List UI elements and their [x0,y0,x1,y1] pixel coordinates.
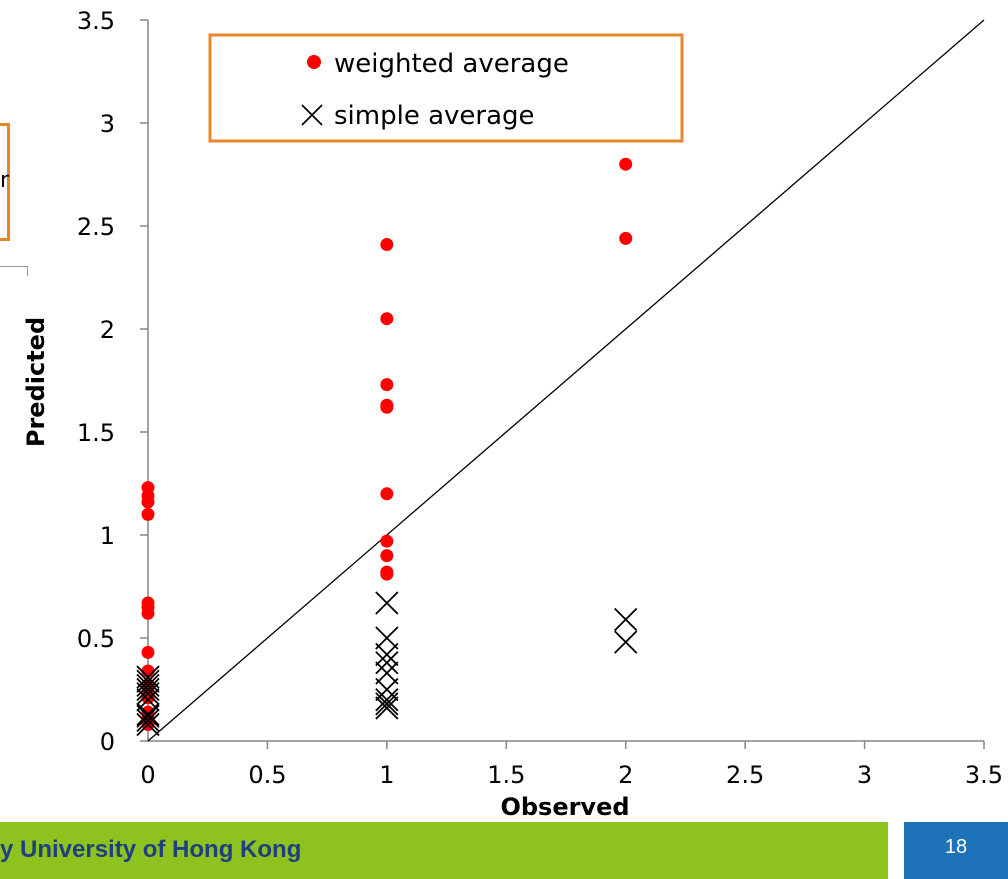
cropped-callout-box [0,123,10,241]
simple-average-point [614,607,638,632]
x-tick-label: 1 [379,761,394,789]
chart-axes [140,19,985,749]
y-tick-label: 0.5 [77,625,115,653]
simple-average-point [375,696,399,720]
weighted-average-point [141,507,155,521]
y-tick-label: 2 [100,316,115,344]
weighted-average-point [380,487,394,501]
y-tick-label: 1 [100,522,115,550]
simple-average-point [136,681,160,706]
simple-average-point [136,702,160,726]
y-tick-label: 3.5 [77,7,115,35]
cropped-connector-line [0,266,28,267]
simple-average-point [375,642,399,667]
weighted-average-point [380,534,394,548]
scatter-chart: 0 0.5 1 1.5 2 2.5 3 3.5 0 0.5 1 1.5 2 2.5 3 3.5 Observe… [22,7,1003,821]
simple-average-point [375,626,399,650]
y-axis-title: Predicted [22,317,50,447]
simple-average-point [136,677,160,702]
simple-average-point [375,688,399,712]
weighted-average-point [619,157,633,171]
footer-bar [0,822,888,879]
simple-average-point [375,661,399,685]
weighted-average-point [141,691,155,705]
weighted-average-point [141,495,155,509]
footer-institution: y University of Hong Kong [0,836,302,863]
legend-frame [208,33,684,143]
weighted-average-point [141,606,155,620]
legend-simple-average-label: simple average [334,101,535,131]
data-points [136,157,638,737]
reference-line [147,19,985,742]
legend-weighted-average-marker [307,55,321,69]
x-tick-label: 1.5 [487,761,525,789]
y-tick-label: 0 [100,728,115,756]
simple-average-point [375,692,399,716]
simple-average-point [136,712,160,737]
x-axis-title: Observed [500,793,629,821]
x-tick-label: 3.5 [965,761,1003,789]
page-number: 18 [944,836,968,858]
legend-simple-average-marker [301,104,323,126]
x-tick-label: 0.5 [248,761,286,789]
cropped-callout-text: n [0,168,9,193]
x-tick-label: 2.5 [726,761,764,789]
weighted-average-point [380,378,394,392]
legend: weighted average simple average [208,33,684,143]
simple-average-point [136,704,160,728]
cropped-connector-tick [27,266,28,276]
page-number-box [904,822,1008,879]
weighted-average-point [380,400,394,414]
x-tick-label: 0 [140,761,155,789]
x-tick-label: 2 [618,761,633,789]
simple-average-point [136,669,160,693]
weighted-average-point [380,238,394,252]
weighted-average-point [141,645,155,659]
y-tick-label: 2.5 [77,213,115,241]
x-tick-label: 3 [857,761,872,789]
weighted-average-point [619,231,633,245]
simple-average-point [375,591,399,615]
simple-average-point [614,630,638,654]
y-tick-label: 3 [100,110,115,138]
weighted-average-point [380,312,394,326]
weighted-average-point [380,549,394,563]
weighted-average-point [380,567,394,581]
y-tick-label: 1.5 [77,419,115,447]
simple-average-point [136,665,160,689]
legend-weighted-average-label: weighted average [334,49,569,79]
simple-average-point [136,708,160,733]
diagonal-line [147,19,985,742]
simple-average-point [375,651,399,675]
tick-labels: 0 0.5 1 1.5 2 2.5 3 3.5 0 0.5 1 1.5 2 2.5 3 3.5 [77,7,1003,789]
